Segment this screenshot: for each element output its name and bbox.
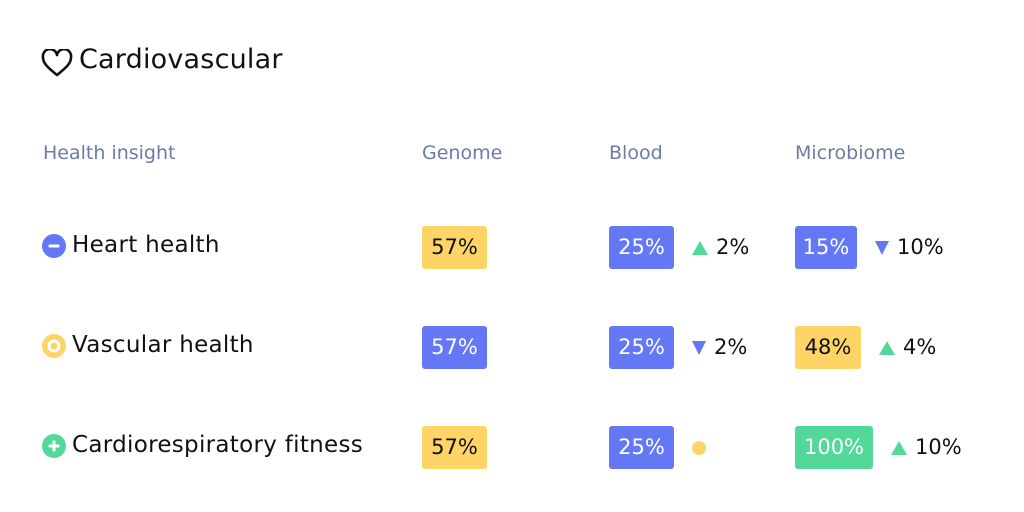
microbiome-delta: 10% bbox=[915, 435, 962, 459]
trend-up-icon bbox=[879, 340, 895, 355]
microbiome-badge: 100% bbox=[795, 426, 873, 469]
genome-badge: 57% bbox=[422, 326, 487, 369]
blood-badge: 25% bbox=[609, 426, 674, 469]
section-title: Cardiovascular bbox=[79, 44, 283, 75]
table-row: Cardiorespiratory fitness 57% 25% 100% 1… bbox=[0, 426, 1024, 470]
microbiome-delta: 10% bbox=[897, 235, 944, 259]
microbiome-badge: 48% bbox=[795, 326, 861, 369]
trend-neutral-icon bbox=[692, 440, 706, 455]
trend-up-icon bbox=[891, 440, 907, 455]
genome-badge: 57% bbox=[422, 426, 487, 469]
table-row: Heart health 57% 25% 2% 15% 10% bbox=[0, 226, 1024, 270]
status-minus-icon bbox=[42, 234, 66, 258]
genome-badge: 57% bbox=[422, 226, 487, 269]
row-label: Heart health bbox=[72, 232, 220, 258]
blood-delta: 2% bbox=[714, 335, 748, 359]
blood-trend: 2% bbox=[692, 326, 747, 369]
heart-icon bbox=[41, 49, 73, 77]
status-neutral-icon bbox=[42, 334, 66, 358]
status-plus-icon bbox=[42, 434, 66, 458]
microbiome-badge: 15% bbox=[795, 226, 857, 269]
microbiome-trend: 10% bbox=[891, 426, 962, 469]
trend-down-icon bbox=[875, 240, 889, 255]
blood-badge: 25% bbox=[609, 326, 674, 369]
trend-up-icon bbox=[692, 240, 708, 255]
header-health-insight: Health insight bbox=[43, 142, 176, 164]
microbiome-delta: 4% bbox=[903, 335, 937, 359]
blood-trend bbox=[692, 426, 714, 469]
row-label: Cardiorespiratory fitness bbox=[72, 432, 364, 458]
blood-trend: 2% bbox=[692, 226, 749, 269]
header-microbiome: Microbiome bbox=[795, 142, 906, 164]
header-blood: Blood bbox=[609, 142, 663, 164]
trend-down-icon bbox=[692, 340, 706, 355]
blood-badge: 25% bbox=[609, 226, 674, 269]
table-row: Vascular health 57% 25% 2% 48% 4% bbox=[0, 326, 1024, 370]
row-label: Vascular health bbox=[72, 332, 254, 358]
microbiome-trend: 10% bbox=[875, 226, 944, 269]
blood-delta: 2% bbox=[716, 235, 750, 259]
header-genome: Genome bbox=[422, 142, 503, 164]
microbiome-trend: 4% bbox=[879, 326, 936, 369]
